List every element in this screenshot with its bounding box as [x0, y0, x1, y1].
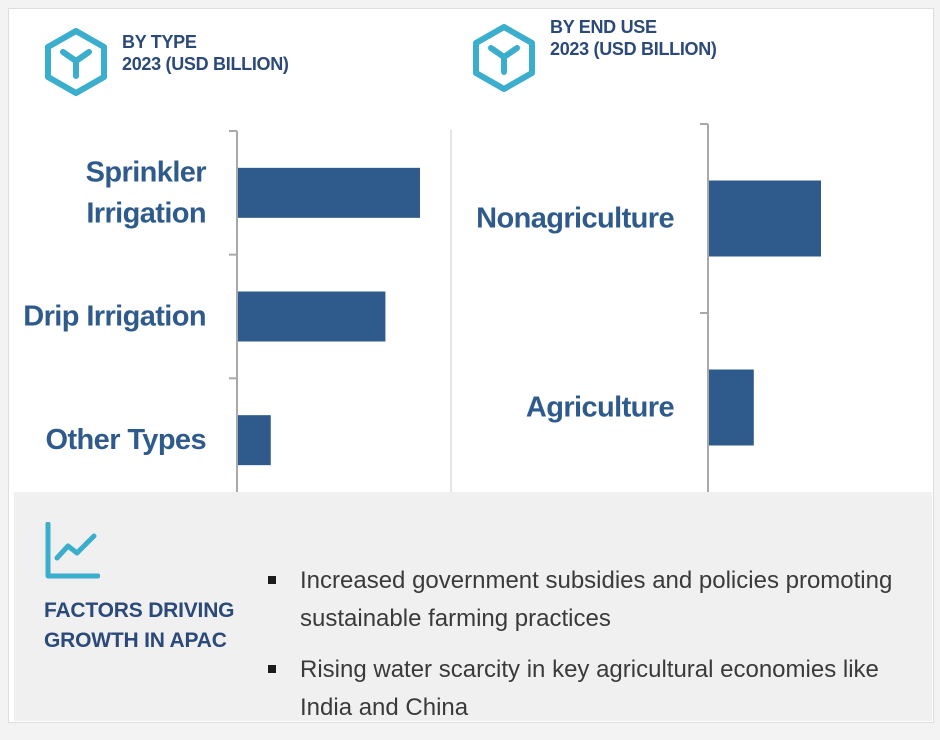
bar-nonagriculture [709, 180, 821, 257]
category-label-line: Nonagriculture [476, 203, 674, 235]
by-end-use-title: BY END USE [550, 17, 657, 37]
by-type-subtitle: 2023 (USD BILLION) [122, 54, 289, 74]
by-type-header: BY TYPE 2023 (USD BILLION) [42, 28, 289, 96]
by-end-use-subtitle: 2023 (USD BILLION) [550, 39, 717, 59]
factors-title: FACTORS DRIVING GROWTH IN APAC [44, 599, 235, 652]
category-label-line: Drip Irrigation [23, 301, 206, 333]
bullet-text: Increased government subsidies and polic… [300, 567, 893, 632]
bar-drip-irrigation [238, 291, 386, 342]
bullet-marker [268, 576, 276, 584]
category-label-sprinkler-irrigation: Sprinkler Irrigation [86, 156, 207, 229]
category-label-nonagriculture: Nonagriculture [476, 203, 674, 235]
trend-chart-icon [45, 522, 100, 579]
category-label-line: Agriculture [526, 392, 675, 424]
list-item: Increased government subsidies and polic… [268, 562, 918, 638]
category-label-agriculture: Agriculture [526, 392, 675, 424]
category-label-line: Other Types [46, 424, 206, 456]
bar-sprinkler-irrigation [238, 167, 420, 218]
by-type-title: BY TYPE [122, 32, 197, 52]
bar-agriculture [709, 369, 754, 446]
panel-divider [450, 130, 452, 492]
bullet-marker [268, 665, 276, 673]
list-item: Rising water scarcity in key agricultura… [268, 651, 918, 727]
category-label-line: Irrigation [86, 197, 206, 229]
category-label-other-types: Other Types [46, 424, 206, 456]
bar-other-types [238, 415, 271, 466]
factors-list: Increased government subsidies and polic… [268, 562, 918, 740]
by-end-use-header: BY END USE 2023 (USD BILLION) [470, 16, 717, 92]
hex-y-icon [473, 24, 535, 92]
bullet-text: Rising water scarcity in key agricultura… [300, 656, 879, 721]
factors-section: FACTORS DRIVING GROWTH IN APAC Increased… [14, 492, 932, 721]
category-label-line: Sprinkler [86, 156, 207, 188]
category-label-drip-irrigation: Drip Irrigation [23, 301, 206, 333]
hex-y-icon [45, 28, 107, 96]
